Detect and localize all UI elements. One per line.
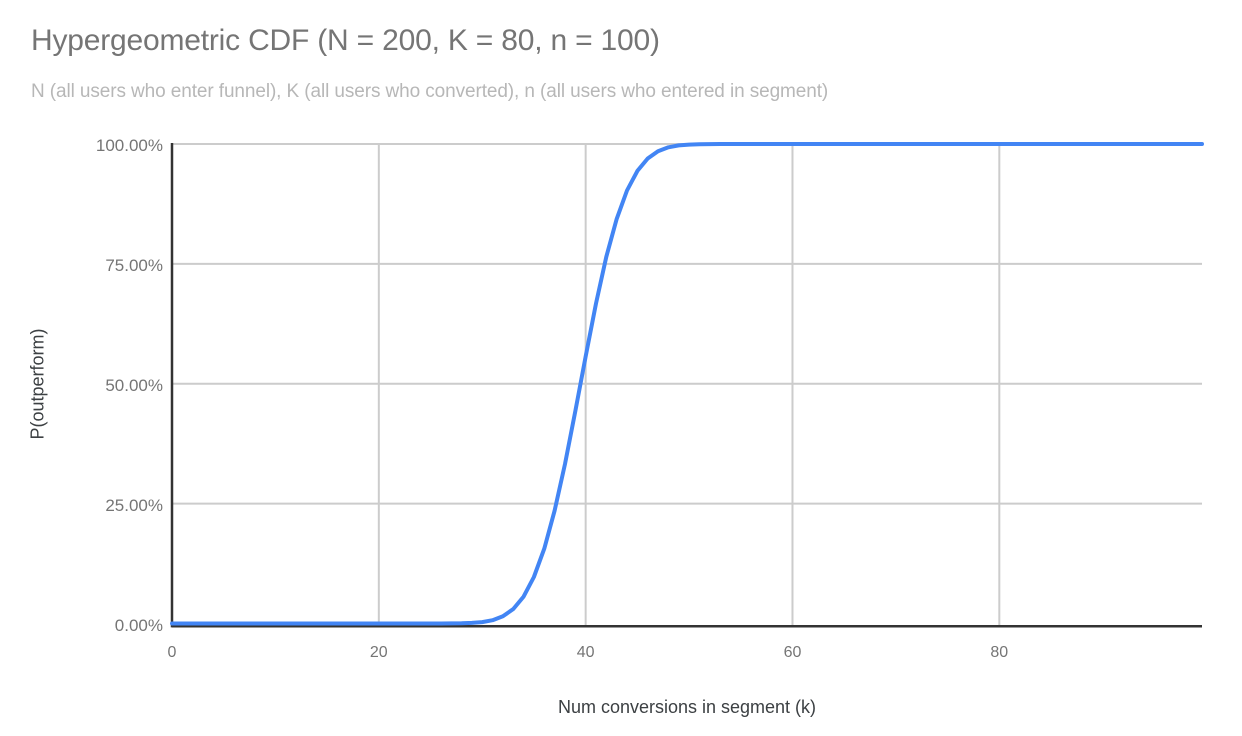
y-tick-label: 100.00% (95, 136, 163, 155)
chart-subtitle: N (all users who enter funnel), K (all u… (31, 81, 829, 102)
y-tick-label: 75.00% (105, 255, 163, 275)
y-tick-label: 25.00% (105, 495, 163, 515)
x-tick-label: 80 (990, 644, 1009, 661)
x-tick-label: 60 (783, 644, 802, 661)
x-tick-label: 20 (369, 644, 388, 661)
cdf-curve (170, 142, 1204, 626)
x-axis-title: Num conversions in segment (k) (557, 697, 817, 717)
chart-title: Hypergeometric CDF (N = 200, K = 80, n =… (31, 24, 660, 57)
y-tick-label: 50.00% (105, 375, 163, 395)
y-tick-label: 0.00% (114, 615, 163, 635)
x-tick-label: 40 (576, 644, 595, 661)
x-tick-label: 0 (167, 644, 177, 661)
